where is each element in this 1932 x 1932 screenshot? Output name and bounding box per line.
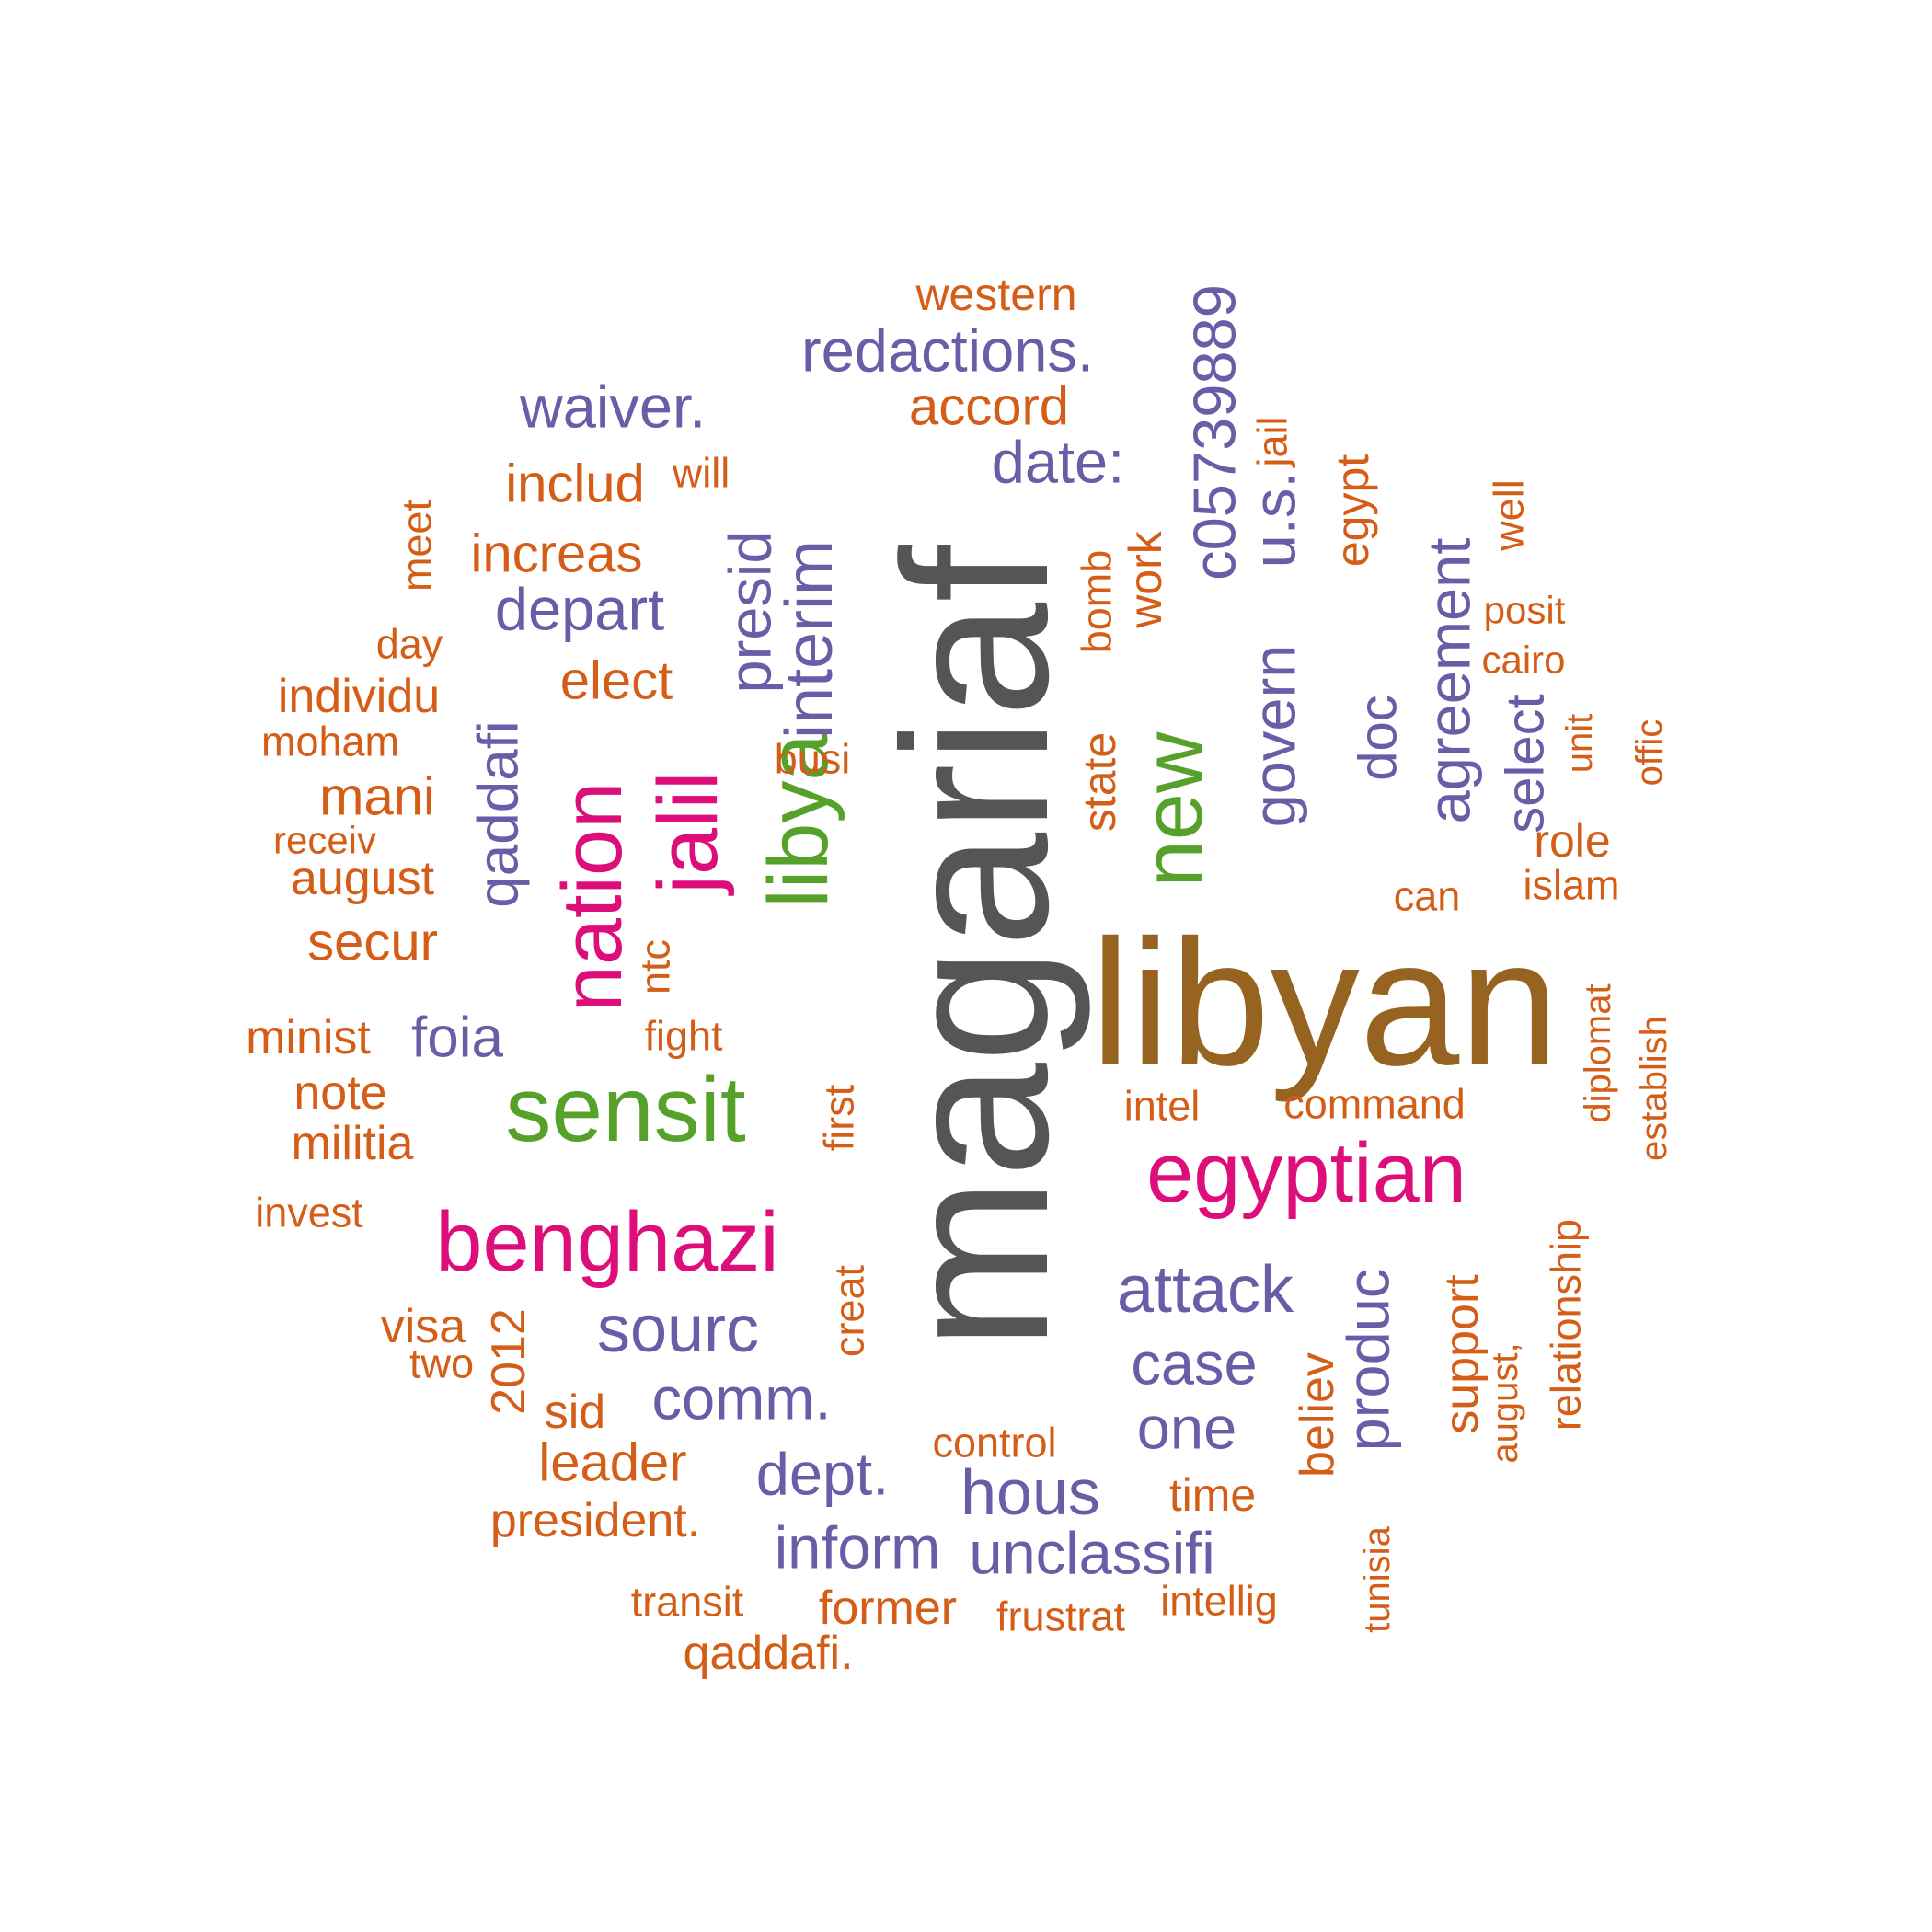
cloud-word-fight: fight (644, 1013, 723, 1060)
cloud-word-state: state (1074, 732, 1125, 832)
cloud-word-egyptian: egyptian (1146, 1126, 1466, 1220)
cloud-word-offic: offic (1629, 719, 1670, 787)
cloud-word-can: can (1394, 873, 1461, 920)
cloud-word-sourc: sourc (597, 1293, 759, 1366)
cloud-word-govern: govern (1241, 645, 1308, 828)
cloud-word-includ: includ (505, 454, 645, 514)
cloud-word-one: one (1137, 1395, 1236, 1462)
cloud-word-former: former (819, 1581, 957, 1635)
cloud-word-qaddafi: qaddafi (467, 720, 531, 907)
cloud-word-day: day (376, 621, 443, 668)
cloud-word-visa: visa (381, 1300, 466, 1353)
cloud-word-presid: presid (717, 530, 784, 693)
cloud-word-unit: unit (1559, 714, 1600, 774)
cloud-word-increas: increas (471, 524, 643, 584)
cloud-word-accord: accord (909, 377, 1069, 437)
cloud-word-frustrat: frustrat (996, 1593, 1126, 1640)
cloud-word-comm: comm. (652, 1365, 832, 1432)
cloud-word-intellig: intellig (1160, 1578, 1278, 1625)
cloud-word-transit: transit (631, 1579, 744, 1626)
cloud-word-receiv: receiv (273, 819, 376, 862)
cloud-word-august: august (291, 852, 435, 905)
cloud-word-tunisia: tunisia (1357, 1525, 1397, 1632)
cloud-word-well: well (1486, 479, 1533, 552)
cloud-word-diplomat: diplomat (1578, 983, 1618, 1122)
cloud-word-case: case (1131, 1330, 1257, 1397)
cloud-word-august: august, (1485, 1342, 1525, 1463)
cloud-word-attack: attack (1117, 1253, 1294, 1327)
cloud-word-first: first (816, 1084, 863, 1151)
cloud-word-moham: moham (261, 719, 399, 765)
cloud-word-president: president. (490, 1494, 700, 1547)
cloud-word-magariaf: magariaf (859, 545, 1091, 1351)
cloud-word-intel: intel (1124, 1083, 1201, 1130)
cloud-word-islam: islam (1523, 862, 1619, 909)
cloud-word-role: role (1534, 815, 1610, 867)
cloud-word-establish: establish (1634, 1016, 1674, 1161)
cloud-word-hous: hous (960, 1456, 1100, 1528)
cloud-word-two: two (409, 1340, 474, 1387)
cloud-word-new: new (1126, 731, 1220, 887)
cloud-word-inform: inform (775, 1514, 941, 1581)
cloud-word-doc: doc (1349, 695, 1409, 781)
cloud-word-date: date: (992, 429, 1125, 496)
cloud-word-mani: mani (319, 767, 435, 827)
cloud-word-redactions: redactions. (801, 317, 1094, 385)
cloud-word-command: command (1283, 1081, 1466, 1128)
cloud-word-sid: sid (545, 1386, 605, 1439)
cloud-word-control: control (932, 1420, 1056, 1466)
cloud-word-select: select (1496, 694, 1556, 834)
cloud-word-qaddafi: qaddafi. (683, 1627, 853, 1680)
cloud-word-minist: minist (246, 1011, 371, 1064)
cloud-word-u-s: u.s. (1241, 472, 1308, 569)
cloud-word-leader: leader (538, 1433, 686, 1493)
cloud-word-depart: depart (495, 576, 664, 643)
cloud-word-time: time (1169, 1469, 1256, 1521)
cloud-word-individu: individu (278, 670, 440, 723)
cloud-word-interim: interim (773, 540, 846, 739)
cloud-word-agreement: agreement (1416, 538, 1483, 824)
cloud-word-produc: produc (1335, 1269, 1402, 1452)
cloud-word-believ: believ (1291, 1352, 1344, 1478)
cloud-word-dept: dept. (756, 1441, 890, 1508)
cloud-word-relationship: relationship (1543, 1219, 1590, 1431)
cloud-word-busi: busi (775, 736, 851, 783)
cloud-word-will: will (672, 450, 730, 497)
cloud-word-libya: libya (752, 733, 845, 908)
cloud-word-meet: meet (394, 499, 441, 592)
cloud-word-secur: secur (307, 913, 438, 972)
cloud-word-waiver: waiver. (519, 374, 706, 441)
cloud-word-sensit: sensit (505, 1058, 745, 1161)
cloud-word-invest: invest (255, 1190, 363, 1236)
cloud-word-posit: posit (1484, 589, 1566, 632)
cloud-word-cairo: cairo (1481, 638, 1565, 682)
cloud-word-foia: foia (411, 1006, 503, 1070)
cloud-word-work: work (1120, 530, 1171, 629)
cloud-word-benghazi: benghazi (435, 1195, 778, 1289)
cloud-word-creat: creat (826, 1264, 873, 1357)
cloud-word-libyan: libyan (1090, 903, 1559, 1103)
cloud-word-unclassifi: unclassifi (969, 1520, 1214, 1587)
cloud-word-support: support (1435, 1274, 1489, 1434)
cloud-word-ntc: ntc (632, 939, 679, 995)
cloud-word-western: western (914, 269, 1076, 320)
cloud-word-note: note (293, 1066, 386, 1120)
cloud-word-c05739889: c05739889 (1181, 284, 1248, 581)
cloud-word-jail: jail (1249, 416, 1296, 468)
cloud-word-elect: elect (560, 651, 673, 711)
cloud-word-bomb: bomb (1074, 550, 1121, 654)
cloud-word-2012: 2012 (482, 1308, 535, 1415)
cloud-word-jalil: jalil (641, 772, 735, 897)
cloud-word-egypt: egypt (1327, 454, 1378, 567)
cloud-word-nation: nation (546, 782, 639, 1013)
cloud-word-militia: militia (292, 1117, 414, 1170)
